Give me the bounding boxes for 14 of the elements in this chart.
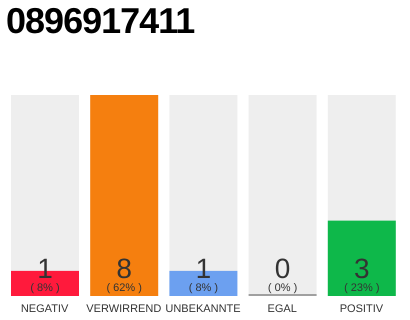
annotation: ( 0% ) bbox=[268, 282, 298, 294]
x-tick-label: POSITIV bbox=[340, 302, 384, 315]
annotation: ( 8% ) bbox=[30, 282, 60, 294]
data-label: 8 bbox=[116, 253, 132, 284]
annotation: ( 62% ) bbox=[106, 282, 142, 294]
chart-title: 0896917411 bbox=[6, 0, 194, 42]
annotation: ( 23% ) bbox=[344, 282, 380, 294]
x-tick-label: VERWIRREND bbox=[86, 302, 162, 315]
x-tick-label: EGAL bbox=[268, 302, 297, 315]
data-label: 3 bbox=[354, 253, 370, 284]
x-tick-label: UNBEKANNTE bbox=[165, 302, 241, 315]
annotation: ( 8% ) bbox=[188, 282, 218, 294]
data-label: 0 bbox=[274, 253, 290, 284]
x-tick-label: NEGATIV bbox=[20, 302, 69, 315]
